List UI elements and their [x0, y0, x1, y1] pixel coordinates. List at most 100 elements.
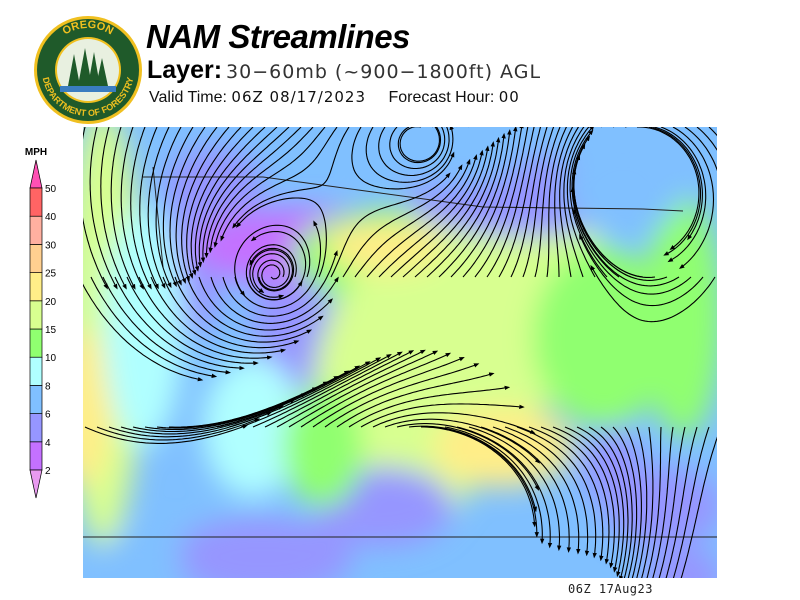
- streamline: [138, 276, 273, 360]
- streamline: [708, 127, 717, 137]
- state-border: [143, 176, 684, 212]
- map-timestamp: 06Z 17Aug23: [568, 582, 653, 596]
- streamline: [252, 253, 290, 294]
- streamline: [366, 154, 478, 278]
- streamline: [474, 127, 529, 278]
- streamline: [672, 426, 710, 578]
- legend-label: 40: [45, 212, 57, 223]
- svg-text:OREGON: OREGON: [61, 19, 116, 38]
- streamline: [480, 426, 572, 553]
- legend-swatch: [29, 272, 43, 302]
- streamline: [522, 127, 555, 278]
- wind-speed-region: [323, 222, 443, 272]
- oregon-dept-forestry-logo: OREGON DEPARTMENT OF FORESTRY: [34, 16, 142, 124]
- streamline: [213, 127, 326, 248]
- streamline: [396, 423, 540, 491]
- streamline: [684, 127, 717, 172]
- streamline: [552, 426, 615, 569]
- streamline: [559, 127, 580, 278]
- streamline: [569, 127, 608, 278]
- streamline: [397, 127, 442, 164]
- streamline: [504, 426, 590, 557]
- streamline: [139, 127, 159, 290]
- streamline: [197, 127, 278, 268]
- streamline: [194, 127, 266, 272]
- legend-label: 8: [45, 381, 51, 392]
- streamline: [84, 424, 248, 444]
- streamline: [590, 264, 716, 323]
- streamline: [120, 127, 144, 290]
- streamline: [147, 127, 170, 289]
- streamline: [204, 365, 361, 428]
- streamline: [462, 127, 524, 278]
- streamline: [648, 127, 702, 256]
- streamline: [564, 426, 620, 573]
- legend-swatch: [29, 328, 43, 358]
- streamline: [438, 129, 512, 278]
- legend-swatch: [29, 300, 43, 330]
- streamline: [680, 436, 717, 578]
- legend-label: 15: [45, 325, 57, 336]
- valid-time-value: 06Z 08/17/2023: [231, 88, 366, 106]
- streamline: [234, 224, 311, 297]
- streamline: [546, 127, 568, 278]
- streamline: [83, 283, 204, 382]
- streamline: [312, 356, 465, 428]
- streamline: [245, 244, 303, 301]
- wind-speed-region: [173, 517, 353, 578]
- legend-label: 4: [45, 438, 51, 449]
- streamline: [155, 127, 182, 289]
- legend-label: 30: [45, 240, 57, 251]
- streamline: [249, 247, 295, 292]
- streamline: [570, 186, 680, 287]
- streamline: [652, 426, 674, 578]
- streamline: [228, 357, 382, 428]
- legend-arrow-max: [29, 159, 43, 189]
- wind-speed-legend: MPH 2 4 6 8 10 15 20 25 30 40 50: [25, 147, 57, 499]
- streamline: [126, 276, 259, 366]
- streamline: [300, 352, 452, 428]
- streamline: [110, 127, 136, 290]
- streamline: [672, 127, 715, 270]
- streamline: [114, 276, 245, 371]
- streamline: [389, 127, 446, 170]
- legend-swatch: [29, 385, 43, 414]
- streamline: [216, 361, 371, 428]
- streamline: [492, 426, 581, 555]
- streamline: [102, 276, 232, 375]
- streamline-map: [83, 127, 717, 578]
- streamline: [204, 127, 302, 259]
- streamline: [660, 127, 707, 263]
- streamline: [421, 426, 537, 528]
- streamline: [696, 127, 717, 151]
- streamline: [658, 426, 686, 578]
- streamline: [571, 168, 668, 281]
- streamline: [336, 372, 495, 428]
- streamline: [372, 412, 536, 434]
- streamline: [100, 127, 127, 290]
- streamline: [354, 158, 471, 278]
- streamline: [384, 418, 541, 464]
- wind-speed-region: [283, 387, 363, 507]
- streamline: [625, 127, 703, 241]
- legend-swatch: [29, 215, 43, 245]
- streamline: [175, 127, 218, 284]
- streamline: [600, 426, 633, 578]
- streamline: [390, 145, 490, 278]
- streamline: [348, 385, 511, 428]
- legend-swatch: [29, 244, 43, 273]
- wind-speed-region: [363, 127, 523, 187]
- legend-swatch: [29, 187, 43, 217]
- streamline: [249, 249, 294, 299]
- streamline: [89, 127, 118, 290]
- legend-label: 2: [45, 466, 51, 477]
- streamline: [498, 127, 542, 278]
- forecast-hour-value: 00: [498, 88, 520, 106]
- streamline: [646, 426, 662, 578]
- streamline: [150, 276, 287, 354]
- legend-label: 6: [45, 410, 51, 421]
- streamline: [456, 426, 553, 549]
- page-title: NAM Streamlines: [146, 18, 410, 55]
- streamline: [612, 426, 638, 578]
- streamline: [120, 405, 284, 435]
